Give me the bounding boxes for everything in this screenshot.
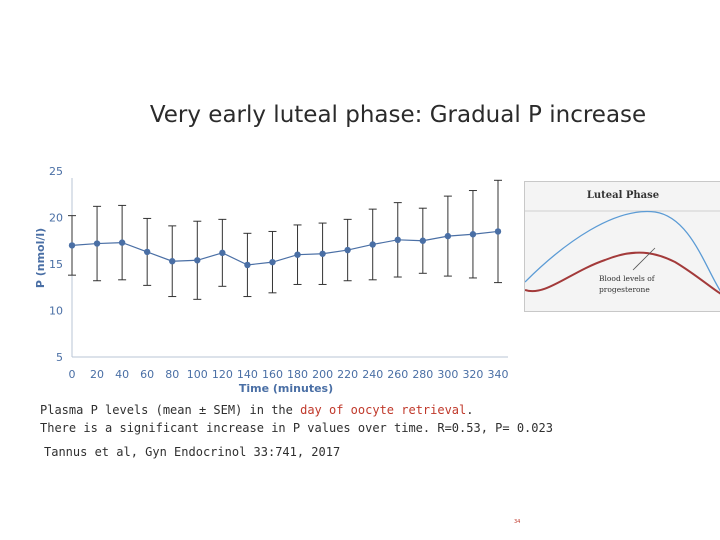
y-tick-labels: 25 20 15 10 5	[49, 165, 63, 364]
x-tick-label: 40	[115, 368, 129, 381]
error-bars	[68, 179, 502, 300]
data-point	[394, 236, 401, 244]
x-tick-label: 160	[262, 368, 283, 381]
x-tick-label: 200	[312, 368, 333, 381]
caption-line1: Plasma P levels (mean ± SEM) in the day …	[40, 401, 553, 419]
caption-highlight: day of oocyte retrieval	[300, 403, 467, 417]
data-point	[93, 240, 101, 247]
page-number: 34	[514, 519, 521, 525]
caption-line2: There is a significant increase in P val…	[40, 421, 553, 435]
inset-blue-curve	[525, 210, 720, 292]
x-tick-label: 240	[362, 368, 383, 381]
x-axis-title: Time (minutes)	[239, 382, 333, 395]
x-tick-label: 0	[69, 368, 76, 381]
x-tick-label: 80	[165, 368, 179, 381]
inset-label-pointer	[632, 247, 656, 271]
caption-line1-suffix: .	[466, 403, 474, 417]
y-axis-title: P (nmol/l)	[34, 228, 47, 288]
data-point	[169, 258, 176, 265]
x-tick-label: 320	[462, 368, 483, 381]
data-point	[143, 248, 151, 256]
data-point	[419, 237, 427, 244]
y-tick-label: 20	[49, 212, 63, 225]
x-tick-label: 140	[237, 368, 258, 381]
luteal-phase-inset: Luteal Phase Blood levels of progesteron…	[524, 181, 720, 312]
inset-label-line1: Blood levels of	[599, 274, 656, 283]
data-point	[369, 241, 376, 248]
data-point	[444, 232, 452, 240]
caption: Plasma P levels (mean ± SEM) in the day …	[40, 401, 553, 437]
data-point	[344, 246, 351, 254]
x-tick-label: 20	[90, 368, 104, 381]
x-tick-labels: 0 20 40 60 80 100 120 140 160 180 200 220 240 260 280 3…	[69, 368, 509, 381]
x-tick-label: 220	[337, 368, 358, 381]
data-point	[494, 228, 502, 235]
citation: Tannus et al, Gyn Endocrinol 33:741, 201…	[44, 445, 341, 459]
x-tick-label: 120	[212, 368, 233, 381]
data-point	[219, 249, 226, 257]
slide-title: Very early luteal phase: Gradual P incre…	[149, 102, 647, 128]
y-tick-label: 15	[49, 258, 63, 271]
x-tick-label: 300	[437, 368, 458, 381]
inset-title: Luteal Phase	[586, 190, 660, 201]
data-point	[118, 239, 126, 246]
data-point	[68, 242, 76, 249]
y-tick-label: 10	[49, 305, 63, 318]
data-point	[194, 257, 201, 264]
inset-label-line2: progesterone	[599, 285, 650, 294]
x-tick-label: 260	[387, 368, 408, 381]
x-tick-label: 280	[412, 368, 433, 381]
inset-red-curve	[525, 251, 720, 295]
x-tick-label: 180	[287, 368, 308, 381]
data-point	[319, 250, 326, 257]
data-point	[469, 231, 477, 238]
y-tick-label: 5	[56, 351, 63, 364]
inset-curves: Blood levels of progesterone	[525, 210, 720, 295]
data-point	[294, 251, 301, 258]
series-line	[71, 230, 499, 266]
data-point	[244, 261, 251, 269]
chart-axes	[71, 178, 508, 358]
x-tick-label: 100	[187, 368, 208, 381]
caption-line1-prefix: Plasma P levels (mean ± SEM) in the	[40, 403, 301, 417]
data-point	[269, 258, 276, 266]
x-tick-label: 60	[140, 368, 154, 381]
data-points	[68, 228, 502, 269]
y-tick-label: 25	[49, 165, 63, 178]
x-tick-label: 340	[488, 368, 509, 381]
